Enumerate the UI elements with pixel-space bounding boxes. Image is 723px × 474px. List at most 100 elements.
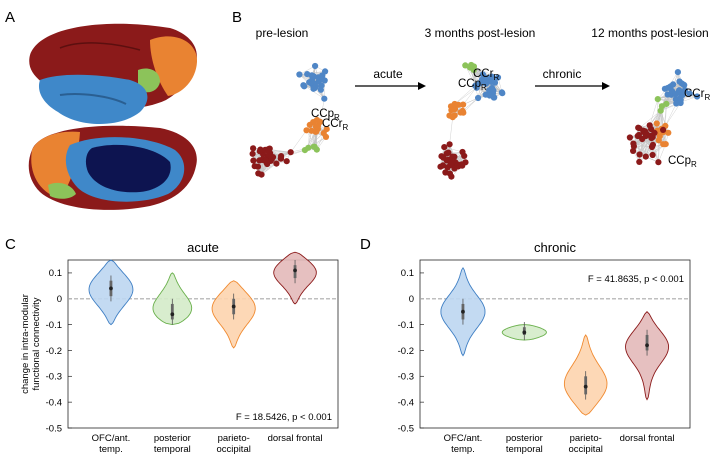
y-tick-label: 0 (57, 294, 62, 305)
network-node (441, 144, 448, 151)
plot-frame (419, 259, 691, 429)
network-node (311, 143, 318, 150)
x-tick-label: OFC/ant. temp. (444, 433, 483, 455)
network-edge (637, 135, 640, 162)
network-node (479, 71, 486, 78)
svg-text:CCrR: CCrR (684, 88, 710, 102)
network-node (249, 150, 256, 157)
network-node (449, 113, 457, 120)
svg-text:CCpR: CCpR (311, 108, 340, 122)
network-node (665, 129, 672, 136)
network-node (305, 144, 312, 151)
network-node (268, 154, 275, 161)
network-edge (454, 87, 477, 105)
y-tick-label: -0.5 (46, 423, 62, 434)
plot-frame (67, 259, 339, 429)
brain-lateral-view (29, 23, 198, 124)
network-node (312, 83, 319, 90)
network-edge (665, 102, 681, 127)
network-node (451, 100, 458, 108)
y-tick-label: -0.4 (46, 397, 62, 408)
network-node (636, 151, 643, 158)
network-edge (639, 110, 661, 129)
network-node (283, 158, 290, 165)
network-node (447, 158, 455, 165)
panel-label-d: D (360, 236, 371, 253)
violin-body (152, 272, 193, 326)
network-node (301, 83, 308, 90)
network-node (470, 63, 477, 70)
network-node (649, 141, 657, 148)
network-node (663, 100, 670, 107)
network-edge (649, 99, 658, 126)
network-edge (656, 99, 659, 124)
network-node (454, 163, 461, 170)
network-edge (444, 146, 463, 153)
network-node (660, 126, 667, 133)
violin-orange (211, 280, 256, 349)
network-node (660, 141, 667, 148)
y-tick-label: 0 (409, 294, 414, 305)
panel-label-a: A (5, 9, 15, 26)
network-node (636, 125, 643, 132)
network-node (654, 96, 661, 103)
network-edge (658, 144, 666, 163)
network-node (475, 94, 482, 102)
network-node (448, 107, 455, 114)
network-node (316, 76, 324, 83)
svg-text:CCrR: CCrR (473, 68, 499, 82)
network-edge (454, 85, 476, 105)
network-node (626, 134, 634, 141)
network-node (322, 68, 329, 75)
violin-iqr (170, 303, 174, 320)
network-node (649, 151, 656, 159)
network-node (312, 62, 319, 70)
network-node (320, 130, 327, 137)
network-pre-lesion (249, 62, 330, 178)
violin-green (152, 272, 193, 326)
node-label-pre-ccp: CCpR (311, 108, 340, 122)
arrow-label-chronic: chronic (543, 67, 582, 81)
network-node (303, 127, 310, 134)
y-tick-label: 0.1 (49, 268, 62, 279)
network-node (461, 152, 468, 159)
network-node (676, 87, 683, 94)
violin-green (501, 322, 547, 341)
stage-label-12-months: 12 months post-lesion (591, 26, 708, 40)
node-label-pre-ccr: CCrR (322, 118, 348, 132)
chart-title: chronic (534, 240, 576, 255)
violin-median (522, 330, 527, 335)
violin-red (625, 311, 670, 401)
network-edge (665, 103, 667, 126)
chart-title: acute (187, 240, 219, 255)
acute-arrow (355, 82, 426, 90)
svg-text:CCrR: CCrR (322, 118, 348, 132)
y-tick-label: -0.2 (398, 346, 414, 357)
violin-median (461, 309, 465, 314)
network-node (308, 72, 315, 79)
stage-label-pre-lesion: pre-lesion (256, 26, 309, 40)
node-label-m3-ccr: CCrR (473, 68, 499, 82)
y-tick-label: 0.1 (401, 268, 414, 279)
network-node (655, 137, 662, 144)
violin-median (645, 343, 649, 348)
network-node (634, 132, 641, 140)
x-tick-label: posterior temporal (506, 433, 543, 455)
network-node (306, 121, 313, 128)
network-node (677, 94, 684, 101)
network-node (262, 157, 269, 164)
network-edge (270, 152, 291, 154)
y-tick-label: -0.1 (398, 320, 414, 331)
y-tick-label: -0.4 (398, 397, 414, 408)
node-label-m12-ccr: CCrR (684, 88, 710, 102)
network-node (494, 74, 502, 81)
stats-annotation: F = 41.8635, p < 0.001 (588, 274, 684, 285)
network-node (694, 93, 701, 100)
network-node (653, 120, 660, 127)
network-edge (449, 117, 453, 145)
network-node (479, 78, 486, 85)
network-edge (652, 137, 659, 163)
network-node (287, 149, 294, 156)
network-node (250, 145, 257, 152)
network-node (681, 88, 688, 95)
